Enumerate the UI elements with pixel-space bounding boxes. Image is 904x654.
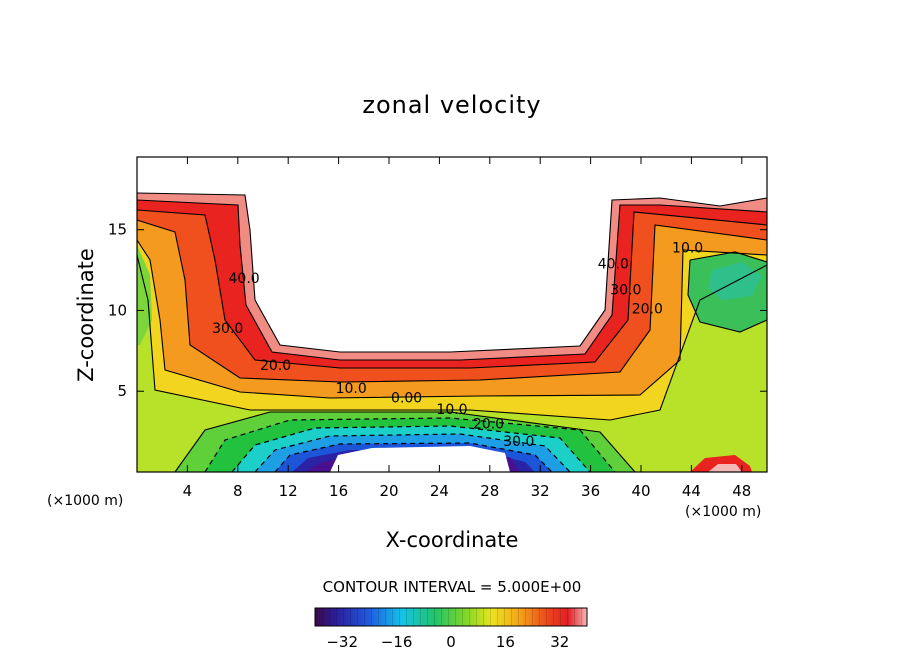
x-tick-label: 32 <box>531 482 550 500</box>
plot-frame <box>136 156 768 473</box>
y-tick-label: 15 <box>108 221 127 239</box>
y-tick-label: 10 <box>108 301 127 319</box>
x-tick-label: 44 <box>682 482 701 500</box>
colorbar-tick-label: −16 <box>381 633 413 651</box>
contour-fill-layer: 40.0 30.0 20.0 10.0 0.00 10.0 20.0 30.0 40.0 30.0… <box>137 157 767 472</box>
band-green-right-core <box>708 262 762 300</box>
y-axis-label: Z-coordinate <box>74 248 98 382</box>
contour-label: 20.0 <box>473 416 504 432</box>
x-unit-left: (×1000 m) <box>47 493 123 509</box>
contour-label: 10.0 <box>336 381 367 397</box>
colorbar-steps <box>315 608 587 626</box>
contour-interval-text: CONTOUR INTERVAL = 5.000E+00 <box>323 578 582 596</box>
colorbar-tick-label: −32 <box>326 633 358 651</box>
x-tick-label: 24 <box>430 482 449 500</box>
x-tick-label: 12 <box>279 482 298 500</box>
x-tick-label: 4 <box>183 482 193 500</box>
x-axis-ticks: 4 8 12 16 20 24 28 32 36 40 44 48 <box>183 157 751 500</box>
colorbar-tick-label: 32 <box>550 633 569 651</box>
negative-contour-lines <box>204 417 616 472</box>
colorbar: −32 −16 0 16 32 <box>314 607 588 651</box>
chart-title: zonal velocity <box>362 91 541 119</box>
x-tick-label: 40 <box>631 482 650 500</box>
colorbar-ticks: −32 −16 0 16 32 <box>326 633 569 651</box>
x-tick-label: 8 <box>233 482 243 500</box>
y-axis-ticks: 5 10 15 <box>108 221 767 400</box>
contour-label: 30.0 <box>610 282 641 298</box>
contour-label: 30.0 <box>503 434 534 450</box>
contour-label: 0.00 <box>391 391 422 407</box>
colorbar-tick-label: 0 <box>446 633 456 651</box>
x-tick-label: 20 <box>379 482 398 500</box>
x-axis-label: X-coordinate <box>386 528 519 552</box>
contour-lines <box>137 192 767 472</box>
x-tick-label: 16 <box>329 482 348 500</box>
x-tick-label: 36 <box>581 482 600 500</box>
contour-label: 40.0 <box>229 271 260 287</box>
contour-plot-area: 40.0 30.0 20.0 10.0 0.00 10.0 20.0 30.0 40.0 30.0… <box>108 156 768 500</box>
y-tick-label: 5 <box>117 382 127 400</box>
contour-label: 10.0 <box>672 240 703 256</box>
x-unit-right: (×1000 m) <box>685 504 761 520</box>
contour-label: 30.0 <box>212 321 243 337</box>
x-tick-label: 28 <box>480 482 499 500</box>
colorbar-frame <box>314 607 588 627</box>
colorbar-tick-label: 16 <box>496 633 515 651</box>
contour-label: 10.0 <box>436 402 467 418</box>
contour-label: 20.0 <box>260 358 291 374</box>
bubble-right-pink <box>708 464 742 472</box>
contour-label-group: 40.0 30.0 20.0 10.0 0.00 10.0 20.0 30.0 40.0 30.0… <box>212 240 703 450</box>
contour-label: 40.0 <box>598 256 629 272</box>
contour-label: 20.0 <box>632 302 663 318</box>
x-tick-label: 48 <box>732 482 751 500</box>
masked-region-bottom <box>330 446 510 472</box>
